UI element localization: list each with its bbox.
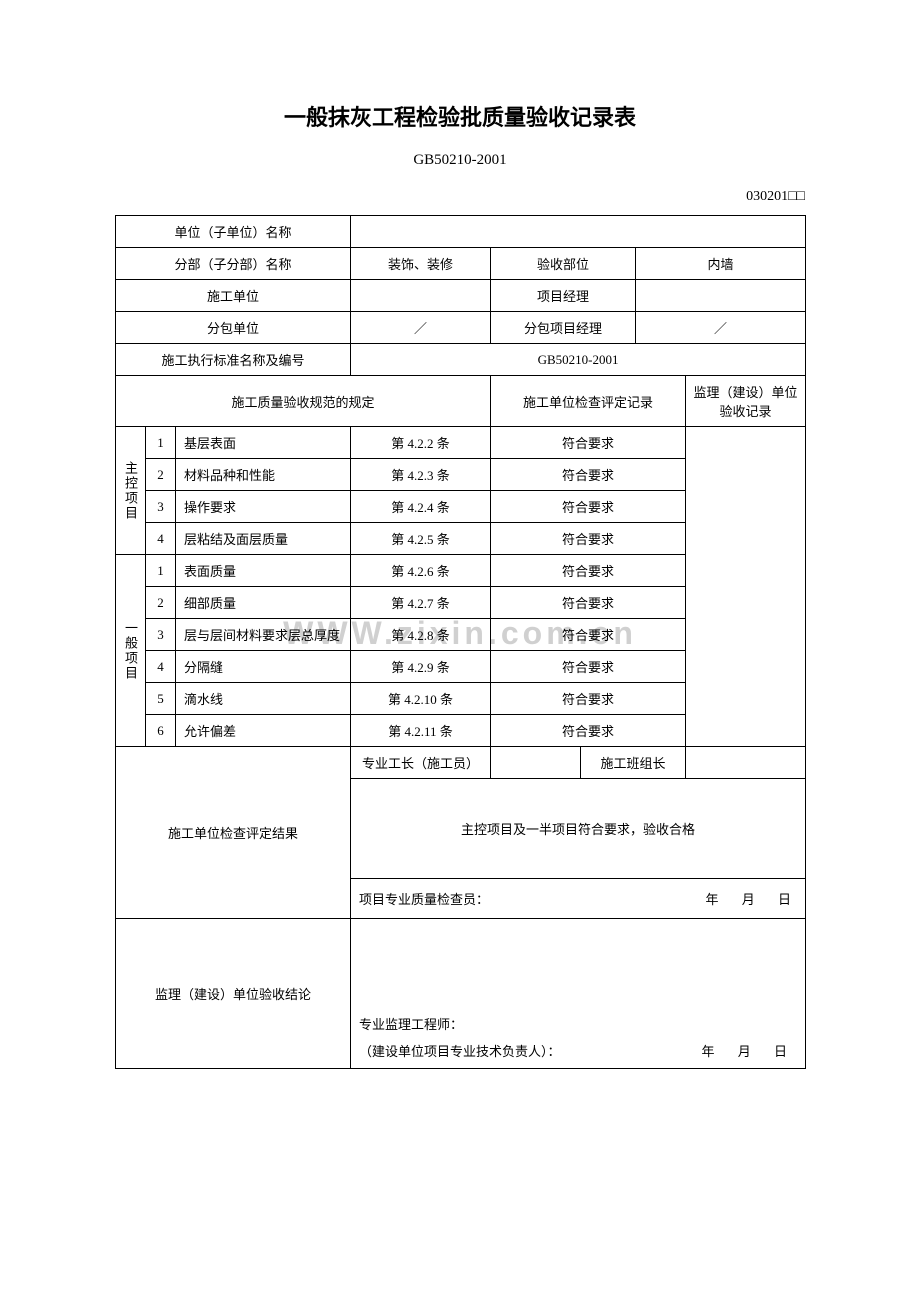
- item-result: 符合要求: [491, 427, 686, 459]
- header-row: 施工执行标准名称及编号 GB50210-2001: [116, 344, 806, 376]
- construction-unit-label: 施工单位: [116, 280, 351, 312]
- item-name: 允许偏差: [176, 715, 351, 747]
- item-name: 基层表面: [176, 427, 351, 459]
- document-subtitle: GB50210-2001: [115, 152, 805, 169]
- inspection-table: 单位（子单位）名称 分部（子分部）名称 装饰、装修 验收部位 内墙 施工单位 项…: [115, 215, 806, 1069]
- column-header-row: 施工质量验收规范的规定 施工单位检查评定记录 监理（建设）单位验收记录: [116, 376, 806, 427]
- standard-label: 施工执行标准名称及编号: [116, 344, 351, 376]
- document-title: 一般抹灰工程检验批质量验收记录表: [115, 100, 805, 132]
- item-clause: 第 4.2.11 条: [351, 715, 491, 747]
- item-result: 符合要求: [491, 619, 686, 651]
- item-num: 2: [146, 459, 176, 491]
- standard-value: GB50210-2001: [351, 344, 806, 376]
- item-num: 4: [146, 523, 176, 555]
- project-manager-value: [636, 280, 806, 312]
- document-number: 030201□□: [115, 189, 805, 205]
- inspector-label: 项目专业质量检查员：: [359, 892, 489, 907]
- acceptance-part-label: 验收部位: [491, 248, 636, 280]
- owner-label: （建设单位项目专业技术负责人）：: [359, 1044, 561, 1059]
- supervision-record-header: 监理（建设）单位验收记录: [686, 376, 806, 427]
- inspection-result-label: 施工单位检查评定结果: [116, 747, 351, 919]
- item-result: 符合要求: [491, 523, 686, 555]
- item-clause: 第 4.2.10 条: [351, 683, 491, 715]
- item-num: 3: [146, 619, 176, 651]
- item-name: 滴水线: [176, 683, 351, 715]
- team-leader-value: [686, 747, 806, 779]
- item-num: 1: [146, 427, 176, 459]
- item-name: 分隔缝: [176, 651, 351, 683]
- subcontractor-value: ／: [351, 312, 491, 344]
- unit-name-label: 单位（子单位）名称: [116, 216, 351, 248]
- item-result: 符合要求: [491, 683, 686, 715]
- header-row: 分包单位 ／ 分包项目经理 ／: [116, 312, 806, 344]
- item-num: 4: [146, 651, 176, 683]
- item-clause: 第 4.2.6 条: [351, 555, 491, 587]
- supervision-record: [686, 427, 806, 747]
- conclusion-row: 监理（建设）单位验收结论 专业监理工程师： （建设单位项目专业技术负责人）： 年…: [116, 919, 806, 1069]
- item-num: 6: [146, 715, 176, 747]
- item-num: 1: [146, 555, 176, 587]
- item-result: 符合要求: [491, 555, 686, 587]
- header-row: 单位（子单位）名称: [116, 216, 806, 248]
- construction-unit-value: [351, 280, 491, 312]
- inspector-signature: 项目专业质量检查员： 年 月 日: [351, 879, 806, 919]
- header-row: 施工单位 项目经理: [116, 280, 806, 312]
- item-name: 细部质量: [176, 587, 351, 619]
- subdivision-value: 装饰、装修: [351, 248, 491, 280]
- unit-name-value: [351, 216, 806, 248]
- group-label: 一般项目: [116, 555, 146, 747]
- item-num: 3: [146, 491, 176, 523]
- item-name: 操作要求: [176, 491, 351, 523]
- item-result: 符合要求: [491, 491, 686, 523]
- item-result: 符合要求: [491, 587, 686, 619]
- foreman-row: 施工单位检查评定结果 专业工长（施工员） 施工班组长: [116, 747, 806, 779]
- subcontractor-label: 分包单位: [116, 312, 351, 344]
- inspection-record-header: 施工单位检查评定记录: [491, 376, 686, 427]
- item-clause: 第 4.2.4 条: [351, 491, 491, 523]
- item-row: 主控项目 1 基层表面 第 4.2.2 条 符合要求: [116, 427, 806, 459]
- item-name: 层与层间材料要求层总厚度: [176, 619, 351, 651]
- subdivision-label: 分部（子分部）名称: [116, 248, 351, 280]
- acceptance-part-value: 内墙: [636, 248, 806, 280]
- team-leader-label: 施工班组长: [581, 747, 686, 779]
- foreman-label: 专业工长（施工员）: [351, 747, 491, 779]
- item-num: 2: [146, 587, 176, 619]
- item-result: 符合要求: [491, 651, 686, 683]
- item-clause: 第 4.2.2 条: [351, 427, 491, 459]
- item-result: 符合要求: [491, 459, 686, 491]
- inspector-date: 年 月 日: [706, 889, 802, 908]
- item-name: 材料品种和性能: [176, 459, 351, 491]
- item-clause: 第 4.2.9 条: [351, 651, 491, 683]
- owner-signature: （建设单位项目专业技术负责人）： 年 月 日: [359, 1041, 797, 1060]
- item-num: 5: [146, 683, 176, 715]
- sub-pm-value: ／: [636, 312, 806, 344]
- conclusion-date: 年 月 日: [702, 1041, 798, 1060]
- item-name: 层粘结及面层质量: [176, 523, 351, 555]
- sub-pm-label: 分包项目经理: [491, 312, 636, 344]
- project-manager-label: 项目经理: [491, 280, 636, 312]
- engineer-label: 专业监理工程师：: [359, 1014, 797, 1033]
- conclusion-content: 专业监理工程师： （建设单位项目专业技术负责人）： 年 月 日: [351, 919, 806, 1069]
- item-name: 表面质量: [176, 555, 351, 587]
- result-text: 主控项目及一半项目符合要求，验收合格: [351, 779, 806, 879]
- item-clause: 第 4.2.8 条: [351, 619, 491, 651]
- spec-col-header: 施工质量验收规范的规定: [116, 376, 491, 427]
- foreman-value: [491, 747, 581, 779]
- item-clause: 第 4.2.5 条: [351, 523, 491, 555]
- header-row: 分部（子分部）名称 装饰、装修 验收部位 内墙: [116, 248, 806, 280]
- group-label: 主控项目: [116, 427, 146, 555]
- item-result: 符合要求: [491, 715, 686, 747]
- conclusion-label: 监理（建设）单位验收结论: [116, 919, 351, 1069]
- item-clause: 第 4.2.7 条: [351, 587, 491, 619]
- item-clause: 第 4.2.3 条: [351, 459, 491, 491]
